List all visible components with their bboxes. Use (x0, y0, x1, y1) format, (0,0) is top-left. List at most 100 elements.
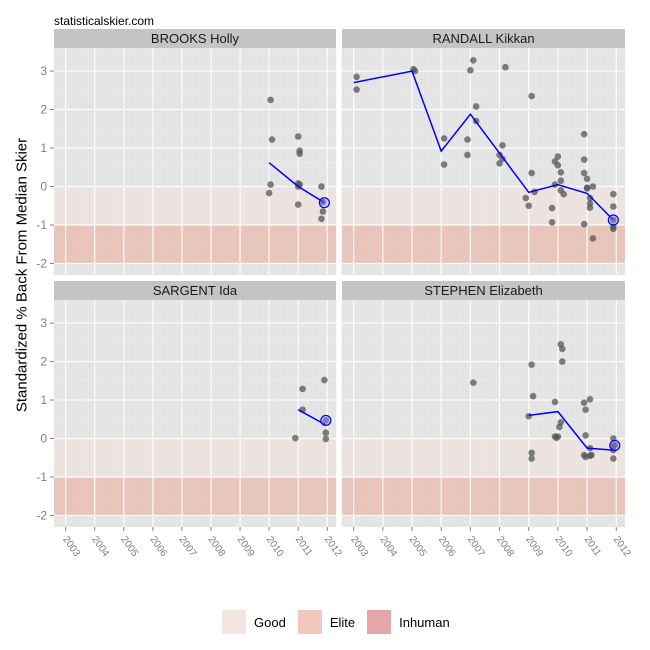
data-point (268, 136, 276, 143)
trend-line (528, 410, 614, 451)
x-tick-label: 2009 (235, 534, 257, 559)
x-tick-label: 2008 (206, 534, 228, 559)
data-point (586, 204, 594, 211)
y-tick-label: 1 (40, 393, 47, 407)
data-point (557, 168, 565, 176)
y-tick-label: -2 (36, 256, 47, 270)
data-point (525, 412, 533, 420)
data-point (267, 181, 274, 188)
data-point (472, 103, 480, 110)
data-point (440, 135, 448, 142)
data-point (318, 183, 325, 190)
band-elite (342, 224, 625, 264)
band-elite (342, 476, 625, 516)
data-point (528, 169, 535, 177)
data-point (525, 202, 533, 210)
data-point (267, 96, 274, 104)
x-tick-label: 2006 (436, 534, 458, 559)
data-point (528, 449, 535, 457)
data-point (522, 194, 530, 202)
x-tick-label: 2003 (60, 534, 82, 559)
data-point (589, 235, 597, 242)
data-point (440, 161, 448, 168)
facet-title: RANDALL Kikkan (432, 31, 534, 46)
y-tick-label: -2 (36, 508, 47, 522)
legend-swatch-inhuman (367, 610, 392, 634)
data-point (322, 429, 330, 437)
x-tick-label: 2006 (147, 534, 169, 559)
legend-item-inhuman: Inhuman (367, 610, 456, 634)
data-point (580, 220, 588, 228)
facet-title: SARGENT Ida (153, 283, 238, 298)
x-tick-label: 2012 (322, 534, 344, 559)
x-tick-label: 2012 (611, 534, 633, 559)
band-good (342, 186, 625, 225)
data-point (464, 136, 471, 143)
data-point (469, 57, 477, 64)
x-tick-label: 2010 (552, 534, 574, 559)
data-point (580, 156, 588, 163)
x-tick-label: 2009 (523, 534, 545, 559)
x-tick-label: 2008 (494, 534, 516, 559)
y-tick-label: -1 (36, 218, 47, 232)
data-point (294, 201, 302, 208)
data-point (556, 423, 563, 431)
data-point (558, 345, 566, 353)
data-point (557, 177, 565, 185)
site-watermark: statisticalskier.com (54, 14, 155, 28)
data-point (554, 433, 562, 440)
facet-strip (54, 281, 336, 300)
data-point (554, 153, 562, 160)
x-tick-label: 2004 (377, 534, 399, 559)
data-point (583, 175, 591, 183)
x-tick-label: 2005 (407, 534, 429, 559)
current-marker (609, 439, 621, 452)
y-tick-label: 3 (40, 316, 47, 330)
data-point (265, 189, 273, 197)
facet-strip (54, 29, 336, 48)
x-tick-label: 2007 (465, 534, 487, 559)
y-tick-label: 2 (40, 103, 47, 117)
data-point (610, 455, 617, 462)
y-tick-label: 3 (40, 64, 47, 78)
data-point (319, 208, 327, 215)
x-tick-label: 2010 (264, 534, 286, 559)
data-point (528, 455, 535, 462)
trend-line (268, 162, 325, 204)
legend-label-good: Good (254, 614, 286, 630)
legend-label-elite: Elite (329, 614, 356, 630)
current-marker (320, 414, 332, 427)
data-point (291, 434, 299, 442)
data-point (499, 142, 506, 149)
y-tick-label: 0 (40, 180, 47, 194)
data-point (464, 151, 471, 159)
data-point (548, 218, 556, 226)
legend-swatch-good (222, 610, 246, 634)
data-point (321, 376, 328, 384)
data-point (589, 183, 597, 190)
data-point (588, 451, 595, 459)
data-point (528, 361, 535, 368)
x-tick-label: 2005 (118, 534, 140, 559)
y-tick-label: 0 (40, 432, 47, 446)
data-point (294, 133, 302, 140)
y-tick-label: -1 (36, 470, 47, 484)
y-tick-label: 1 (40, 141, 47, 155)
legend-item-good: Good (222, 610, 292, 634)
x-tick-label: 2004 (89, 534, 111, 559)
band-good (342, 438, 625, 477)
data-point (353, 73, 360, 81)
data-point (467, 67, 474, 74)
y-tick-label: 2 (40, 355, 47, 369)
data-point (469, 379, 477, 387)
data-point (582, 406, 589, 413)
data-point (610, 190, 617, 198)
current-marker (318, 197, 330, 209)
facet-title: STEPHEN Elizabeth (424, 283, 543, 298)
band-elite (54, 476, 336, 516)
legend-label-inhuman: Inhuman (399, 614, 450, 630)
data-point (529, 392, 537, 400)
data-point (586, 194, 594, 202)
data-point (322, 435, 330, 443)
x-tick-label: 2011 (582, 534, 604, 558)
